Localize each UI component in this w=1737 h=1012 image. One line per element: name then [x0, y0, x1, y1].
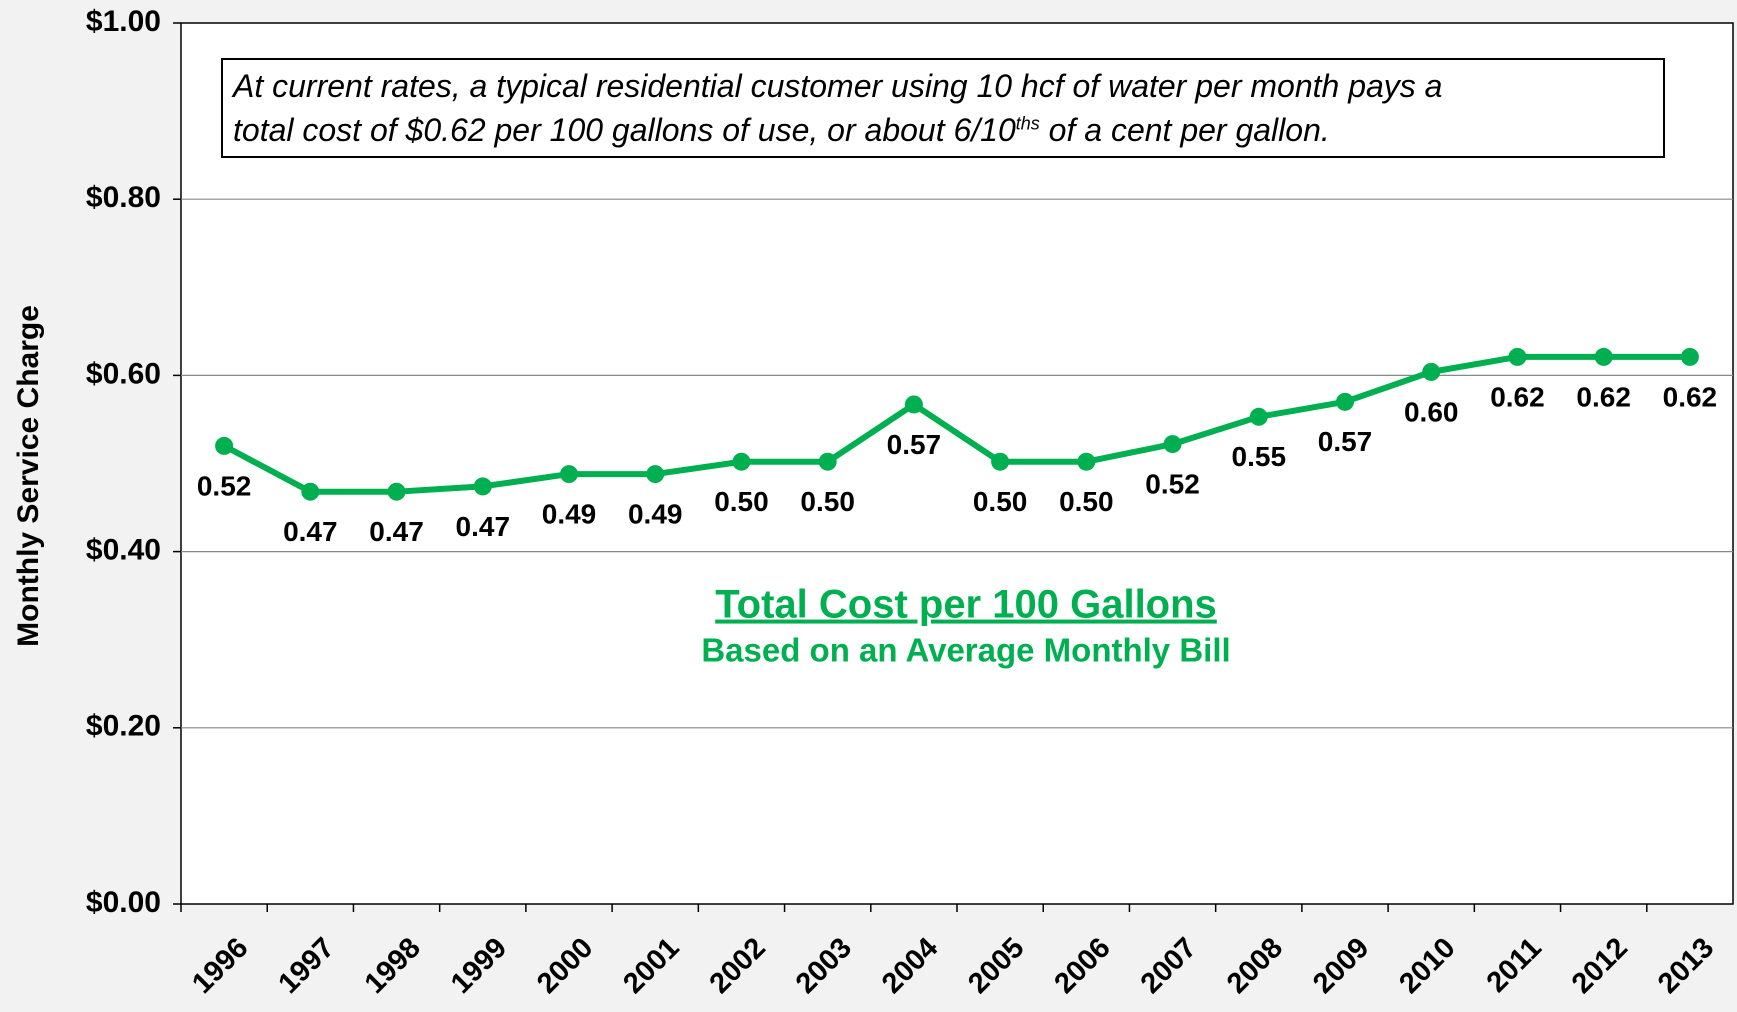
marker [215, 436, 234, 455]
marker [991, 452, 1010, 471]
y-tick-label: $1.00 [86, 5, 161, 38]
x-tick-label: 2009 [1307, 932, 1375, 1000]
data-label: 0.50 [1059, 486, 1114, 517]
annotation-line: of a cent per gallon. [1039, 112, 1330, 148]
y-tick-label: $0.00 [86, 886, 161, 919]
data-label: 0.50 [973, 486, 1028, 517]
data-label: 0.49 [628, 498, 683, 529]
x-tick-label: 2005 [962, 932, 1030, 1000]
y-tick-label: $0.40 [86, 534, 161, 567]
data-label: 0.57 [887, 429, 942, 460]
x-tick-label: 2008 [1221, 932, 1289, 1000]
x-tick-label: 2006 [1048, 932, 1116, 1000]
marker [818, 452, 837, 471]
x-tick-label: 1997 [272, 932, 340, 1000]
x-tick-label: 2000 [531, 932, 599, 1000]
data-label: 0.55 [1232, 441, 1287, 472]
annotation: At current rates, a typical residential … [221, 58, 1665, 158]
annotation-line: At current rates, a typical residential … [233, 68, 1443, 104]
x-tick-label: 2013 [1652, 932, 1720, 1000]
series-label: Total Cost per 100 Gallons [715, 583, 1217, 627]
data-label: 0.62 [1663, 381, 1718, 412]
data-label: 0.47 [369, 516, 424, 547]
subtitle: Based on an Average Monthly Bill [701, 632, 1230, 669]
y-tick-label: $0.80 [86, 181, 161, 214]
plot-area [180, 22, 1734, 905]
x-tick-label: 2002 [704, 932, 772, 1000]
data-label: 0.62 [1490, 381, 1545, 412]
y-tick-label: $0.20 [86, 710, 161, 743]
marker [1249, 407, 1268, 426]
data-label: 0.50 [714, 486, 769, 517]
marker [473, 477, 492, 496]
x-tick-label: 1999 [445, 932, 513, 1000]
data-label: 0.52 [1145, 469, 1200, 500]
marker [1508, 347, 1527, 366]
data-label: 0.62 [1576, 381, 1631, 412]
annotation-line: total cost of $0.62 per 100 gallons of u… [233, 112, 1016, 148]
x-tick-label: 2003 [790, 932, 858, 1000]
y-axis-title: Monthly Service Charge [12, 305, 45, 647]
x-tick-label: 2007 [1135, 932, 1203, 1000]
x-tick-label: 1996 [186, 932, 254, 1000]
data-label: 0.52 [197, 470, 252, 501]
line [222, 353, 1690, 495]
data-label: 0.47 [456, 511, 511, 542]
data-label: 0.49 [542, 498, 597, 529]
marker [1680, 347, 1699, 366]
data-label: 0.60 [1404, 396, 1459, 427]
marker [1594, 347, 1613, 366]
marker [646, 465, 665, 484]
y-tick-label: $0.60 [86, 357, 161, 390]
data-label: 0.47 [283, 516, 338, 547]
x-tick-label: 2011 [1481, 932, 1548, 999]
data-label: 0.50 [800, 486, 855, 517]
x-tick-label: 2001 [617, 932, 685, 1000]
x-tick-label: 2012 [1566, 932, 1634, 1000]
x-tick-label: 2010 [1393, 932, 1461, 1000]
marker [1163, 435, 1182, 454]
x-tick-label: 2004 [876, 932, 944, 1000]
marker [387, 482, 406, 501]
marker [1422, 362, 1441, 381]
marker [1077, 452, 1096, 471]
marker [301, 482, 320, 501]
annotation-superscript: ths [1015, 113, 1040, 134]
marker [1336, 392, 1354, 411]
data-label: 0.57 [1318, 426, 1373, 457]
marker [560, 465, 578, 484]
x-tick-label: 1998 [359, 932, 427, 1000]
marker [732, 452, 751, 471]
marker [904, 395, 923, 414]
